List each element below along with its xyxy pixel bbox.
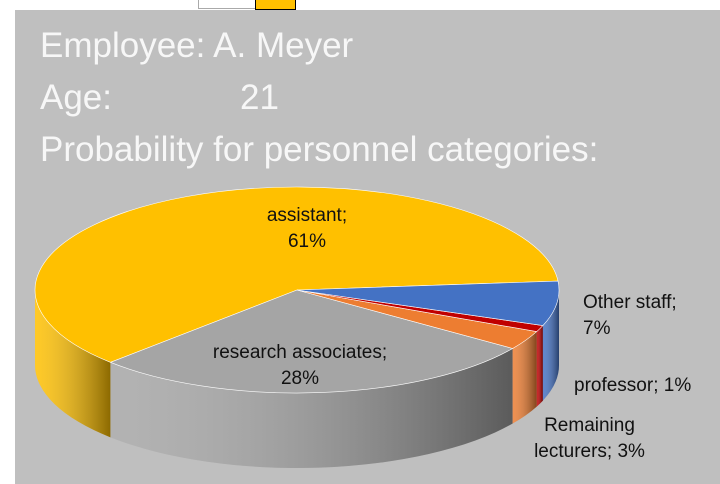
data-label: research associates; 28% [212,342,388,389]
title: Employee: A. Meyer [40,26,354,65]
pie-slice [34,186,559,363]
subtitle: Probability for personnel categories: [40,130,599,169]
top-box-highlight [255,0,296,10]
age-label: Age: [40,78,112,117]
slice-side-shade [35,290,111,438]
slice-side-shade [542,290,559,401]
pie-slice [296,280,560,326]
data-label: Remaining lecturers; 3% [534,415,645,462]
data-label: Other staff; 7% [583,292,677,339]
data-label: assistant; 61% [266,205,348,252]
slice-side-shade [110,348,513,469]
pie-slice [109,289,514,394]
age-value: 21 [240,78,279,117]
data-label: professor; 1% [574,375,692,396]
slice-side-shade [536,325,543,407]
slice-side-shade [512,331,537,424]
